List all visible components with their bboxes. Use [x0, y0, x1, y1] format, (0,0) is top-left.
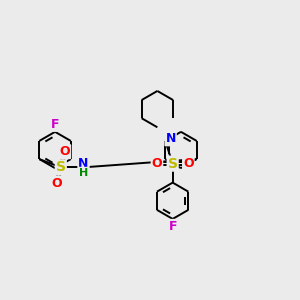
Text: O: O: [60, 145, 70, 158]
Text: S: S: [56, 160, 66, 174]
Text: N: N: [165, 132, 176, 146]
Text: H: H: [79, 168, 88, 178]
Text: N: N: [78, 157, 89, 170]
Text: O: O: [51, 176, 62, 190]
Text: F: F: [51, 118, 59, 131]
Text: O: O: [183, 157, 194, 170]
Text: S: S: [168, 157, 178, 171]
Text: O: O: [152, 157, 162, 170]
Text: F: F: [168, 220, 177, 233]
